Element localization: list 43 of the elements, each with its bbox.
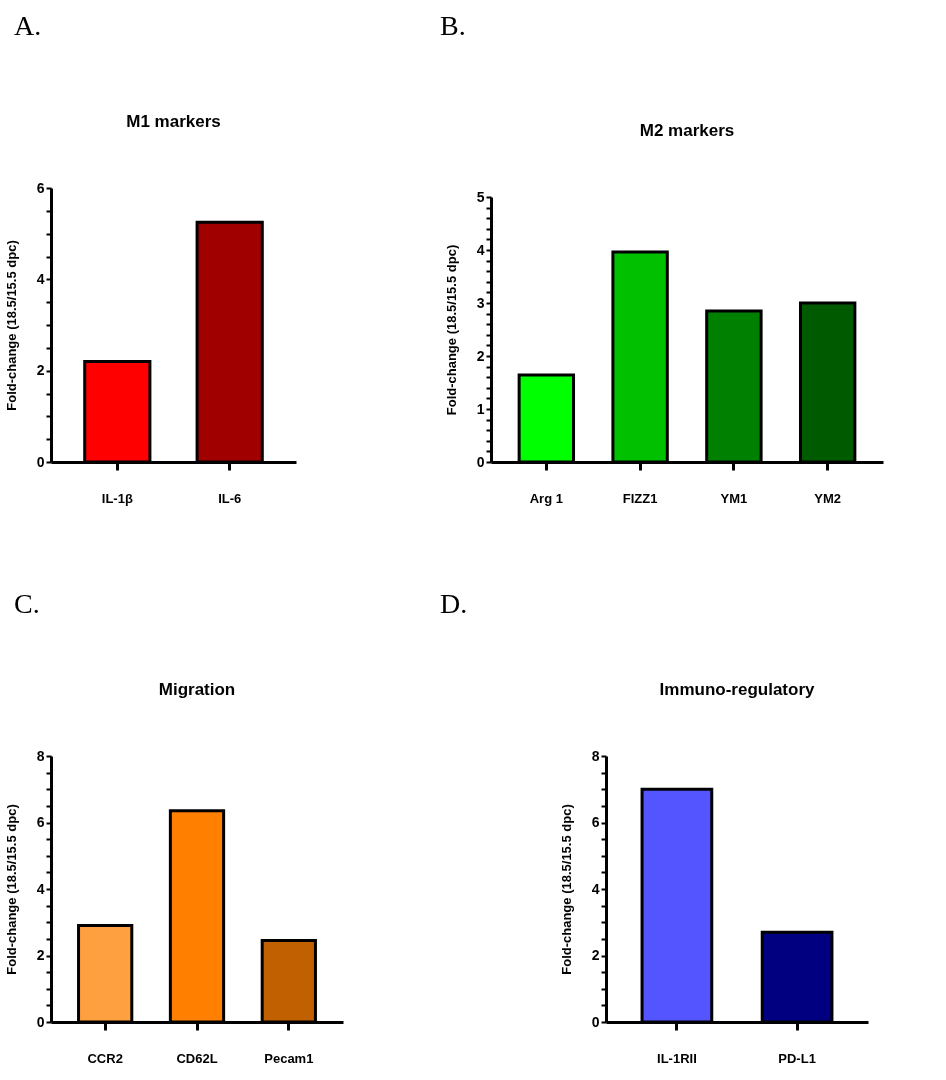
x-tick-label: Arg 1 <box>529 490 563 506</box>
x-tick-label: IL-1β <box>101 490 133 506</box>
y-tick-label: 6 <box>36 814 45 830</box>
y-tick-label: 6 <box>36 179 45 196</box>
y-tick-label: 0 <box>476 453 485 470</box>
y-tick-label: 0 <box>36 1013 45 1030</box>
y-tick-label: 6 <box>591 814 600 830</box>
y-tick-label: 0 <box>591 1013 600 1030</box>
y-axis-title: Fold-change (18.5/15.5 dpc) <box>443 244 459 416</box>
chart-title: Migration <box>158 680 236 699</box>
text: C. <box>14 588 40 620</box>
x-tick-label: YM2 <box>814 490 842 506</box>
text: A. <box>14 10 42 42</box>
x-tick-label: CCR2 <box>87 1050 123 1066</box>
x-tick-label: PD-L1 <box>778 1050 816 1066</box>
text: B. <box>440 10 466 42</box>
y-axis-title: Fold-change (18.5/15.5 dpc) <box>3 804 19 975</box>
chart-title: Immuno-regulatory <box>659 680 815 699</box>
y-tick-label: 5 <box>476 188 485 205</box>
chart-title: M2 markers <box>639 121 735 140</box>
x-tick-label: FIZZ1 <box>622 490 658 506</box>
y-tick-label: 0 <box>36 453 45 470</box>
x-tick-label: Pecam1 <box>264 1050 314 1066</box>
y-tick-label: 3 <box>476 294 485 311</box>
y-tick-label: 8 <box>36 747 45 764</box>
y-tick-label: 2 <box>476 347 485 364</box>
y-tick-label: 2 <box>36 947 45 963</box>
y-tick-label: 4 <box>36 270 45 287</box>
x-tick-label: CD62L <box>176 1050 218 1066</box>
y-axis-title: Fold-change (18.5/15.5 dpc) <box>3 240 19 411</box>
y-tick-label: 8 <box>591 747 600 764</box>
y-tick-label: 2 <box>591 947 600 963</box>
chart-title: M1 markers <box>126 112 221 131</box>
y-tick-label: 1 <box>476 400 485 417</box>
text: D. <box>440 588 468 620</box>
y-tick-label: 4 <box>591 880 600 897</box>
x-tick-label: IL-6 <box>218 490 242 506</box>
y-axis-title: Fold-change (18.5/15.5 dpc) <box>558 804 574 975</box>
y-tick-label: 4 <box>476 241 485 258</box>
y-tick-label: 2 <box>36 362 45 379</box>
y-tick-label: 4 <box>36 880 45 897</box>
x-tick-label: IL-1RII <box>657 1050 697 1066</box>
x-tick-label: YM1 <box>720 490 748 506</box>
